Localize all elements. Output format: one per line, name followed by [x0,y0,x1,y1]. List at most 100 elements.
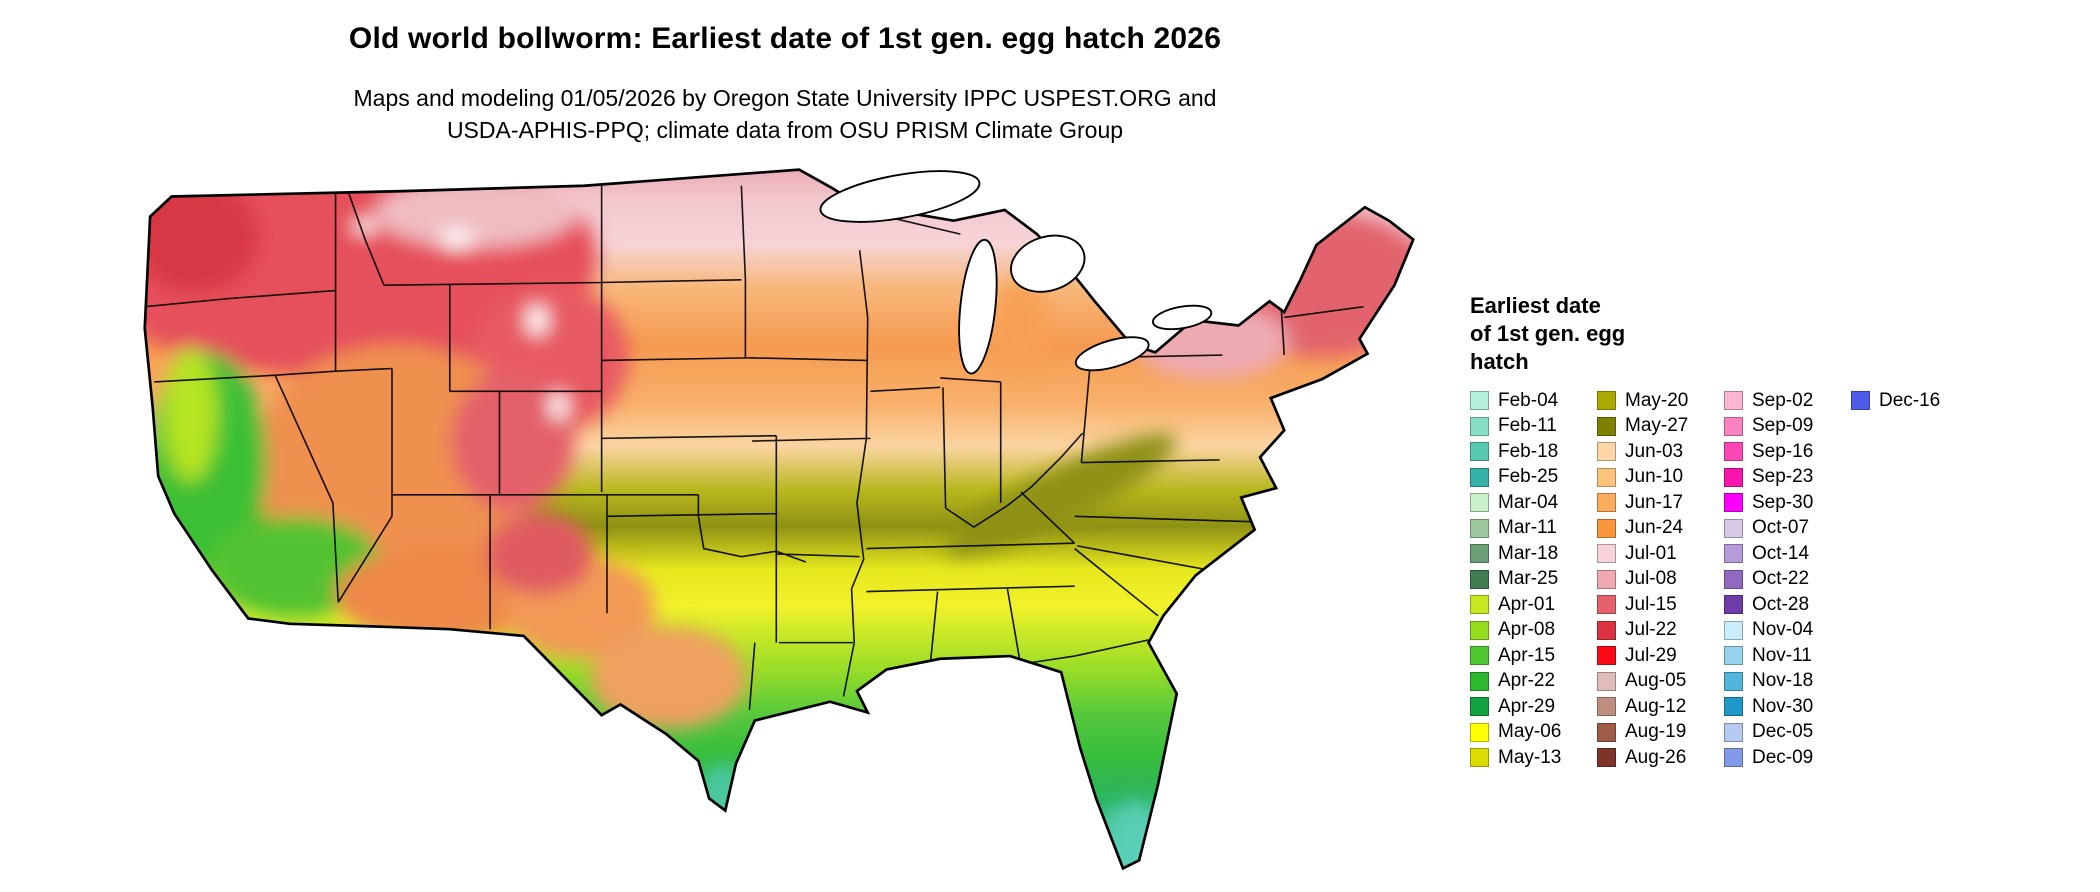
legend-swatch [1724,518,1743,538]
subtitle-line-1: Maps and modeling 01/05/2026 by Oregon S… [353,85,1217,111]
legend-column: May-20 May-27 Jun-03 Jun-10 Jun-17 Jun-24 Jul-… [1597,388,1724,771]
legend-swatch [1470,722,1489,742]
lake-ontario [1152,304,1213,331]
legend-swatch [1470,569,1489,589]
legend-swatch [1724,416,1743,436]
legend-label: Jul-22 [1625,619,1677,641]
map-legend: Earliest date of 1st gen. egg hatch Feb-… [1470,292,1940,771]
legend-swatch [1470,467,1489,487]
legend-entry: Aug-05 [1597,669,1724,695]
legend-swatch [1597,391,1616,411]
legend-swatch [1470,391,1489,411]
legend-label: Feb-18 [1498,440,1559,462]
legend-columns: Feb-04 Feb-11 Feb-18 Feb-25 Mar-04 Mar-11 Mar-… [1470,388,1940,771]
legend-swatch [1470,442,1489,462]
legend-swatch [1724,697,1743,717]
legend-column: Feb-04 Feb-11 Feb-18 Feb-25 Mar-04 Mar-11 Mar-… [1470,388,1597,771]
legend-swatch [1724,569,1743,589]
legend-label: Oct-28 [1752,593,1810,615]
legend-entry: Dec-05 [1724,720,1851,746]
legend-label: Aug-12 [1625,695,1687,717]
legend-label: Sep-09 [1752,415,1814,437]
legend-swatch [1470,544,1489,564]
legend-entry: Nov-18 [1724,669,1851,695]
legend-entry: Sep-30 [1724,490,1851,516]
legend-swatch [1470,748,1489,768]
legend-swatch [1724,442,1743,462]
legend-entry: Jul-01 [1597,541,1724,567]
legend-entry: Nov-04 [1724,618,1851,644]
legend-entry: Jun-03 [1597,439,1724,465]
legend-label: Oct-22 [1752,568,1810,590]
subtitle: Maps and modeling 01/05/2026 by Oregon S… [0,82,1570,146]
state-borders [144,185,1364,710]
legend-entry: Nov-30 [1724,694,1851,720]
legend-label: May-27 [1625,415,1689,437]
legend-label: Nov-11 [1752,644,1812,666]
legend-swatch [1470,620,1489,640]
legend-swatch [1597,748,1616,768]
legend-label: Jun-24 [1625,517,1684,539]
legend-entry: Dec-16 [1851,388,1940,414]
legend-entry: May-06 [1470,720,1597,746]
legend-swatch [1470,646,1489,666]
legend-swatch [1597,595,1616,615]
legend-entry: Jun-10 [1597,465,1724,491]
legend-title-line-3: hatch [1470,349,1529,374]
legend-entry: Feb-25 [1470,465,1597,491]
legend-entry: Feb-18 [1470,439,1597,465]
legend-entry: Aug-12 [1597,694,1724,720]
legend-label: Jul-08 [1625,568,1677,590]
legend-swatch [1470,493,1489,513]
legend-swatch [1724,544,1743,564]
lake-superior [819,170,981,223]
legend-label: May-06 [1498,721,1562,743]
legend-label: Feb-04 [1498,389,1559,411]
legend-swatch [1470,671,1489,691]
legend-entry: Jul-22 [1597,618,1724,644]
us-map-svg [143,168,1415,871]
legend-swatch [1597,544,1616,564]
legend-label: Dec-05 [1752,721,1814,743]
legend-entry: May-27 [1597,414,1724,440]
legend-entry: Feb-11 [1470,414,1597,440]
legend-label: Feb-11 [1498,415,1557,437]
legend-label: Feb-25 [1498,466,1559,488]
legend-swatch [1851,391,1870,411]
legend-label: Apr-08 [1498,619,1556,641]
legend-swatch [1597,467,1616,487]
legend-entry: May-20 [1597,388,1724,414]
legend-swatch [1597,697,1616,717]
legend-entry: Apr-29 [1470,694,1597,720]
legend-swatch [1597,569,1616,589]
legend-title-line-2: of 1st gen. egg [1470,321,1626,346]
legend-swatch [1597,518,1616,538]
legend-label: Nov-18 [1752,670,1814,692]
legend-label: Aug-26 [1625,746,1687,768]
legend-title: Earliest date of 1st gen. egg hatch [1470,292,1940,376]
great-lakes [819,170,1213,375]
legend-swatch [1597,722,1616,742]
legend-entry: Jul-29 [1597,643,1724,669]
lake-erie [1074,336,1150,372]
legend-label: Mar-18 [1498,542,1559,564]
legend-swatch [1470,697,1489,717]
map-fill-layer [144,169,1414,869]
legend-title-line-1: Earliest date [1470,293,1601,318]
legend-label: Apr-15 [1498,644,1556,666]
legend-label: Sep-16 [1752,440,1814,462]
legend-entry: Jun-24 [1597,516,1724,542]
legend-swatch [1470,595,1489,615]
legend-entry: Mar-11 [1470,516,1597,542]
legend-swatch [1597,442,1616,462]
lake-huron [1010,234,1086,293]
legend-entry: Oct-14 [1724,541,1851,567]
legend-swatch [1597,646,1616,666]
legend-entry: Sep-23 [1724,465,1851,491]
legend-swatch [1597,671,1616,691]
legend-label: Sep-23 [1752,466,1814,488]
page-title: Old world bollworm: Earliest date of 1st… [348,22,1222,55]
legend-label: Dec-16 [1879,389,1941,411]
legend-label: Mar-04 [1498,491,1559,513]
